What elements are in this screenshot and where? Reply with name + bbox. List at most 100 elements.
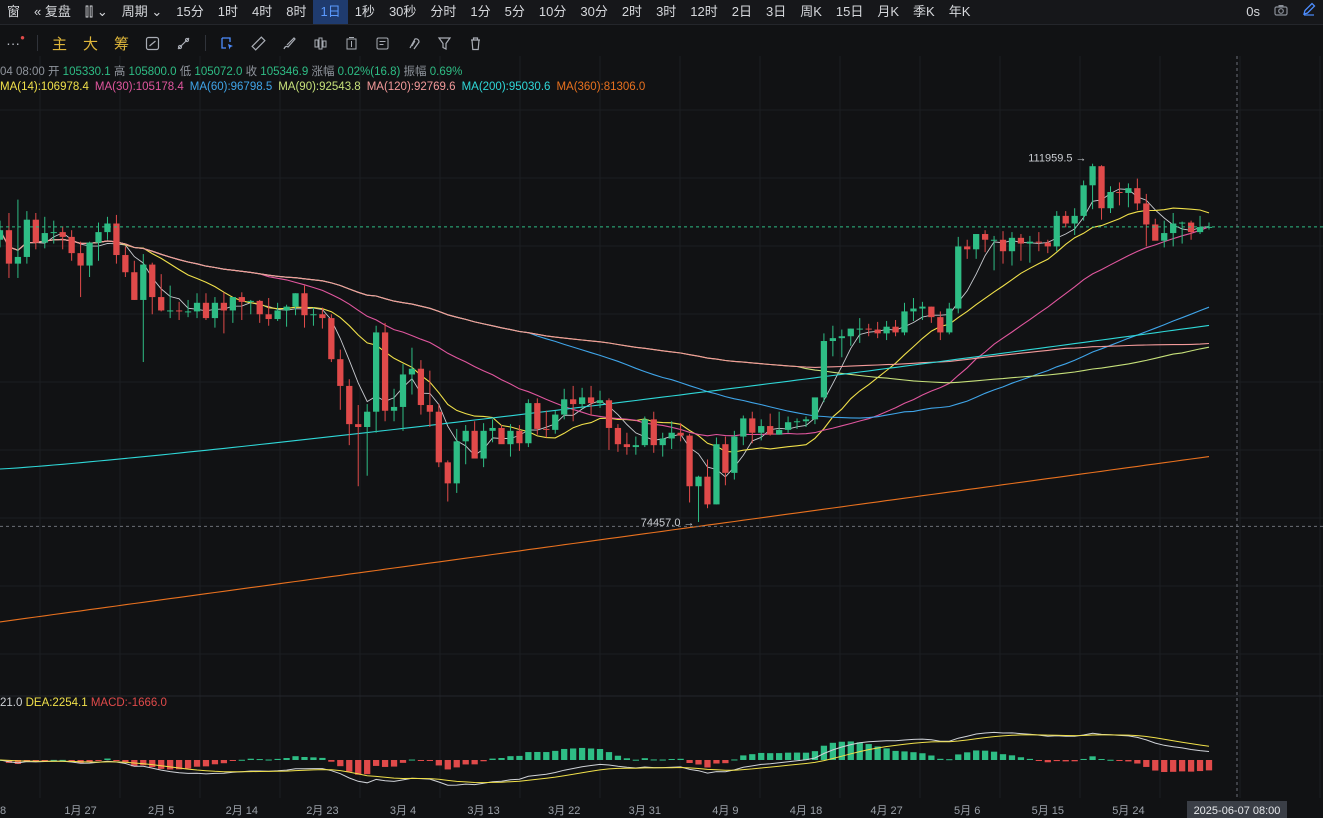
macd-bar xyxy=(1008,755,1016,760)
interval-7[interactable]: 分时 xyxy=(430,4,457,19)
candle-body xyxy=(131,272,138,300)
candle xyxy=(444,460,451,502)
x-axis-label: 1月 27 xyxy=(64,805,96,817)
macd-bar xyxy=(847,741,854,760)
period-menu[interactable]: 周期 ⌄ xyxy=(115,0,170,24)
candle-style-button[interactable]: ⫿⫿ ⌄ xyxy=(78,0,115,24)
macd-bar xyxy=(767,753,774,760)
interval-17[interactable]: 周K xyxy=(800,4,822,19)
candle-body xyxy=(1098,166,1105,209)
candle xyxy=(283,304,290,327)
macd-bar xyxy=(211,760,219,765)
camera-icon[interactable] xyxy=(1267,0,1295,24)
line-tool-icon[interactable] xyxy=(168,30,199,56)
candle xyxy=(704,459,711,509)
interval-2[interactable]: 4时 xyxy=(252,4,273,19)
interval-15[interactable]: 2日 xyxy=(731,4,752,19)
more-menu[interactable]: ··· ● xyxy=(0,30,31,56)
candle xyxy=(211,297,219,328)
candle-body xyxy=(211,302,219,319)
candle-body xyxy=(444,462,451,484)
interval-11[interactable]: 30分 xyxy=(580,4,608,19)
interval-14[interactable]: 12时 xyxy=(690,4,718,19)
candle xyxy=(990,235,998,271)
ruler-icon[interactable] xyxy=(243,30,274,56)
note-icon[interactable] xyxy=(367,30,398,56)
interval-18[interactable]: 15日 xyxy=(835,4,864,19)
candle xyxy=(632,436,639,455)
candle xyxy=(1053,211,1060,252)
interval-19[interactable]: 月K xyxy=(877,4,900,19)
replay-button[interactable]: « 复盘 xyxy=(27,0,78,24)
dea-value: DEA:2254.1 xyxy=(25,697,88,709)
candle xyxy=(883,320,890,341)
candle-body xyxy=(802,419,810,422)
big-order-button[interactable]: 大 xyxy=(82,35,98,53)
interval-12[interactable]: 2时 xyxy=(621,4,643,19)
text-tool-icon[interactable] xyxy=(336,30,367,56)
amp-value: 0.69% xyxy=(429,66,463,78)
price-chart[interactable]: 18 1月 27 2月 5 2月 14 2月 23 3月 4 3月 13 3月 22 3月 31… xyxy=(0,56,1323,818)
macd-bar xyxy=(247,758,254,760)
interval-1[interactable]: 1时 xyxy=(217,4,238,19)
candle-body xyxy=(301,293,308,316)
candle xyxy=(1196,215,1204,235)
candle xyxy=(1107,186,1114,213)
candle xyxy=(220,292,228,334)
filter-icon[interactable] xyxy=(429,30,460,56)
main-indicator-button[interactable]: 主 xyxy=(51,35,67,53)
high-label: 高 xyxy=(113,66,126,78)
interval-21[interactable]: 年K xyxy=(948,4,971,19)
macd-bar xyxy=(722,760,729,764)
trash-icon[interactable] xyxy=(460,30,491,56)
macd-bar xyxy=(623,758,631,760)
candle-body xyxy=(1017,237,1025,244)
candle-body xyxy=(507,430,514,445)
interval-6[interactable]: 30秒 xyxy=(388,4,417,19)
x-axis-label: 2月 5 xyxy=(148,805,174,817)
candle-body xyxy=(23,219,31,257)
candle xyxy=(534,398,541,435)
candle-body xyxy=(113,223,120,256)
interval-3[interactable]: 8时 xyxy=(286,4,307,19)
interval-16[interactable]: 3日 xyxy=(766,4,787,19)
candle-body xyxy=(910,308,917,312)
macd-bar xyxy=(1116,760,1123,761)
open-label: 开 xyxy=(47,66,60,78)
macd-bar xyxy=(695,760,702,765)
interval-13[interactable]: 3时 xyxy=(656,4,677,19)
rect-select-icon[interactable] xyxy=(212,30,243,56)
candle-body xyxy=(892,326,899,333)
interval-4[interactable]: 1日 xyxy=(313,0,348,24)
macd-bar xyxy=(1098,758,1105,760)
pencil-icon[interactable] xyxy=(1295,0,1323,24)
magnet-icon[interactable] xyxy=(398,30,429,56)
chart-grid xyxy=(0,56,1323,798)
x-axis-label: 3月 31 xyxy=(629,805,661,817)
settings-icon[interactable] xyxy=(137,30,168,56)
candle-body xyxy=(749,418,756,433)
interval-8[interactable]: 1分 xyxy=(470,4,491,19)
interval-0[interactable]: 15分 xyxy=(176,4,204,19)
interval-10[interactable]: 10分 xyxy=(538,4,567,19)
interval-5[interactable]: 1秒 xyxy=(354,4,375,19)
ma-legend-item: MA(200):95030.6 xyxy=(461,81,551,93)
window-menu[interactable]: 窗 xyxy=(7,4,21,19)
candle-body xyxy=(838,336,845,339)
bar-pattern-icon[interactable] xyxy=(305,30,336,56)
ma60-line xyxy=(0,229,1210,419)
macd-bar xyxy=(910,752,917,760)
interval-20[interactable]: 季K xyxy=(913,4,935,19)
macd-bar xyxy=(417,760,425,761)
macd-bar xyxy=(1205,760,1213,771)
chip-distribution-button[interactable]: 筹 xyxy=(113,35,129,53)
candle xyxy=(1089,163,1096,210)
brush-icon[interactable] xyxy=(274,30,305,56)
candle xyxy=(802,416,810,427)
macd-bar xyxy=(86,760,93,763)
candle xyxy=(113,214,120,264)
candles xyxy=(0,163,1213,522)
candle-body xyxy=(462,430,469,442)
change-value: 0.02%(16.8) xyxy=(337,66,401,78)
interval-9[interactable]: 5分 xyxy=(504,4,525,19)
